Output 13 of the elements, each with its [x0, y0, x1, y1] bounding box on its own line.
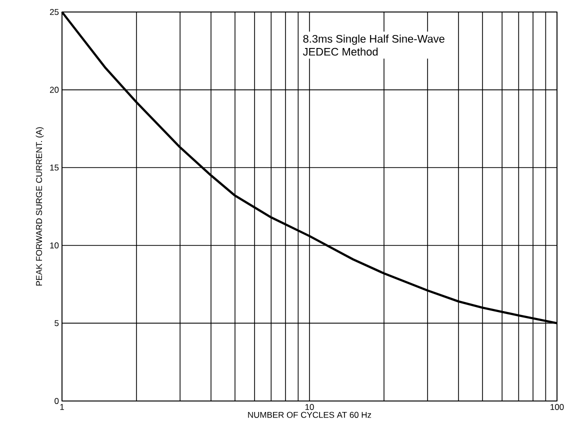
x-tick-label: 100 — [550, 404, 564, 410]
y-axis-title: PEAK FORWARD SURGE CURRENT. (A) — [36, 127, 44, 286]
y-tick-label: 0 — [54, 398, 59, 404]
y-tick-label: 15 — [50, 164, 59, 171]
y-tick-label: 20 — [50, 86, 59, 93]
x-tick-label: 1 — [60, 404, 64, 410]
y-tick-label: 5 — [54, 320, 59, 326]
y-tick-label: 25 — [50, 9, 59, 15]
annotation: 8.3ms Single Half Sine-Wave — [303, 34, 444, 45]
y-tick-label: 10 — [50, 242, 59, 248]
annotation: JEDEC Method — [302, 48, 378, 56]
x-axis-title: NUMBER OF CYCLES AT 60 Hz — [248, 412, 372, 418]
x-tick-label: 10 — [305, 404, 314, 410]
